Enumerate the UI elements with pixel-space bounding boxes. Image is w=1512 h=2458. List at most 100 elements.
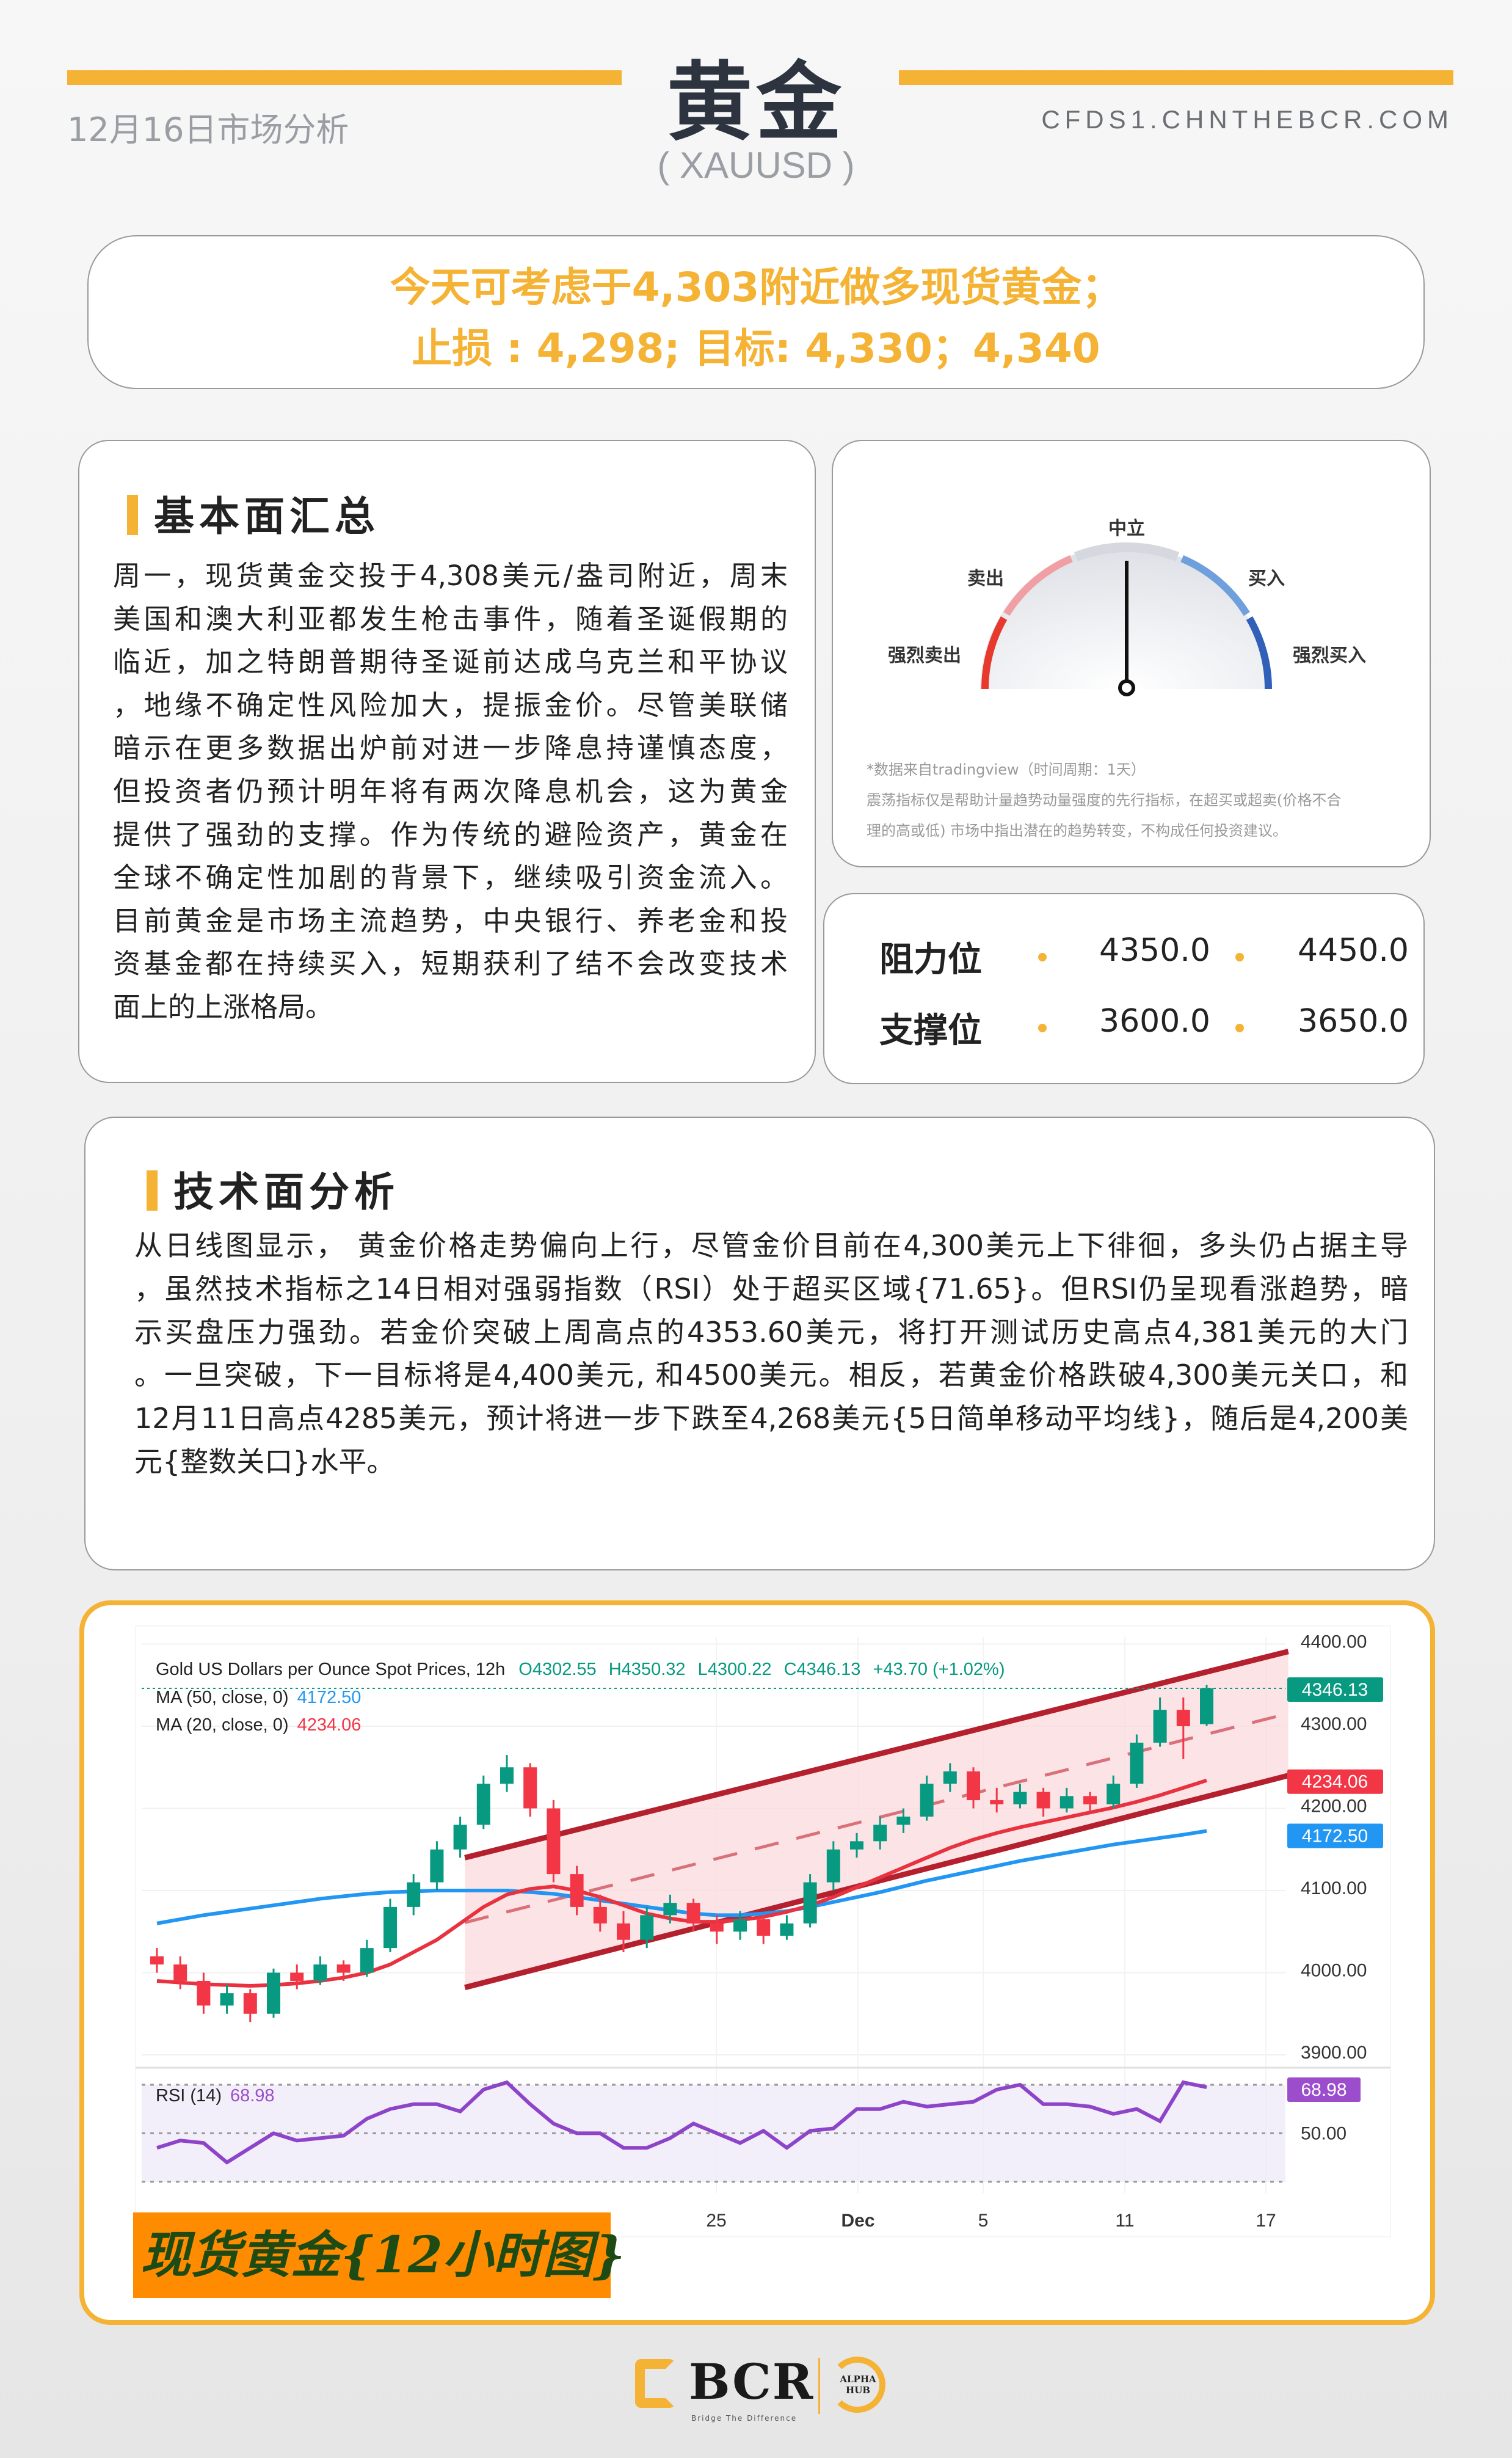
text-line: 美国和澳大利亚都发生枪击事件，随着圣诞假期的 — [113, 602, 788, 635]
candle-body — [826, 1849, 840, 1883]
candle-body — [617, 1923, 630, 1940]
candle-body — [873, 1825, 887, 1842]
ma20-price-tag: 4234.06 — [1302, 1772, 1368, 1792]
gauge-label-sell: 卖出 — [967, 568, 1004, 589]
text-line: 提供了强劲的支撑。作为传统的避险资产，黄金在 — [113, 818, 788, 851]
gauge-source-note: *数据来自tradingview（时间周期：1天） — [867, 761, 1146, 778]
rsi-label: RSI (14) — [156, 2086, 222, 2106]
header-bar-right — [899, 70, 1453, 85]
candle-body — [943, 1771, 957, 1784]
text-line: ，虽然技术指标之14日相对强弱指数（RSI）处于超买区域{71.65}。但RSI… — [134, 1272, 1408, 1305]
page-title: 黄金 — [666, 53, 845, 153]
gauge-face — [980, 545, 1267, 689]
candle-body — [990, 1800, 1004, 1804]
bcr-logo-tagline: Bridge The Difference — [691, 2414, 798, 2423]
candle-body — [430, 1849, 444, 1883]
gauge-arc-buy — [1180, 555, 1250, 616]
fundamentals-title: 基本面汇总 — [127, 484, 380, 542]
site-url[interactable]: CFDS1.CHNTHEBCR.COM — [1041, 105, 1453, 134]
candle-body — [686, 1903, 700, 1924]
bullet-dot — [1235, 1024, 1244, 1032]
ohlc-low: L4300.22 — [698, 1660, 772, 1679]
candle-body — [267, 1972, 280, 2014]
channel-mid-line — [464, 1712, 1289, 1924]
candle-body — [1130, 1742, 1144, 1784]
y-tick-label: 4300.00 — [1301, 1714, 1367, 1734]
gauge-arc-sell — [1003, 555, 1073, 616]
candle-body — [383, 1906, 397, 1949]
text-line: 周一，现货黄金交投于4,308美元/盎司附近，周末 — [113, 560, 788, 592]
symbol-label: ( XAUUSD ) — [657, 145, 855, 186]
candle-body — [967, 1771, 980, 1801]
fundamentals-title-text: 基本面汇总 — [154, 493, 380, 540]
text-line: 临近，加之特朗普期待圣诞前达成乌克兰和平协议 — [113, 646, 788, 679]
candle-body — [336, 1964, 351, 1973]
ohlc-high: H4350.32 — [609, 1660, 686, 1679]
text-line: 目前黄金是市场主流趋势，中央银行、养老金和投 — [113, 904, 788, 937]
levels-card: 阻力位 4350.0 4450.0 支撑位 3600.0 3650.0 — [823, 893, 1425, 1084]
ma20-value: 4234.06 — [297, 1715, 362, 1735]
text-line: 。一旦突破，下一目标将是4,400美元, 和4500美元。相反，若黄金价格跌破4… — [134, 1358, 1408, 1392]
candle-body — [593, 1906, 607, 1924]
gauge-label-buy: 买入 — [1248, 568, 1285, 589]
candle-body — [243, 1993, 257, 2014]
ma20-legend: MA (20, close, 0) 4234.06 — [156, 1715, 361, 1735]
candle-body — [476, 1784, 490, 1825]
candle-body — [290, 1972, 304, 1981]
gauge-label-strong-sell: 强烈卖出 — [888, 645, 961, 666]
candle-body — [896, 1816, 910, 1825]
ma50-line — [156, 1829, 1207, 1925]
support-value-2: 3650.0 — [1298, 1003, 1409, 1040]
rsi-tick-label: 50.00 — [1301, 2123, 1347, 2143]
gauge-pivot — [1118, 679, 1135, 696]
alpha-hub-text: ALPHA HUB — [840, 2374, 876, 2396]
candle-body — [1013, 1792, 1027, 1804]
strategy-line-2: 止损 : 4,298; 目标: 4,330；4,340 — [412, 325, 1100, 372]
candle-body — [757, 1919, 771, 1936]
technical-title: 技术面分析 — [147, 1159, 399, 1218]
candle-body — [1107, 1784, 1121, 1804]
rsi-legend-value: 68.98 — [230, 2086, 275, 2106]
channel-upper-line — [464, 1649, 1289, 1861]
candle-body — [150, 1956, 164, 1965]
text-line: ，地缘不确定性风险加大，提振金价。尽管美联储 — [113, 688, 788, 721]
channel-lower-line — [464, 1773, 1289, 1991]
text-line: 暗示在更多数据出炉前对进一步降息持谨慎态度， — [113, 732, 788, 765]
rsi-line — [156, 2080, 1207, 2165]
candle-body — [547, 1808, 561, 1875]
support-value-1: 3600.0 — [1099, 1003, 1210, 1040]
candle-body — [197, 1980, 211, 2006]
x-tick-label: 17 — [1256, 2211, 1276, 2231]
rsi-value-tag: 68.98 — [1301, 2080, 1347, 2100]
ma50-legend: MA (50, close, 0) 4172.50 — [156, 1688, 361, 1707]
last-price-tag-bg — [1287, 1677, 1383, 1702]
resistance-value-2: 4450.0 — [1298, 932, 1409, 969]
candle-body — [803, 1882, 817, 1924]
x-tick-label: 25 — [706, 2211, 726, 2231]
resistance-label: 阻力位 — [879, 940, 982, 980]
text-line: 资基金都在持续买入，短期获利了结不会改变技术 — [113, 947, 788, 980]
chart-legend: Gold US Dollars per Ounce Spot Prices, 1… — [156, 1660, 1005, 1679]
text-line: 从日线图显示， 黄金价格走势偏向上行，尽管金价目前在4,300美元上下徘徊，多头… — [134, 1229, 1408, 1262]
y-tick-label: 4100.00 — [1301, 1878, 1367, 1898]
chart-title: Gold US Dollars per Ounce Spot Prices, 1… — [156, 1660, 505, 1679]
gauge-label-neutral: 中立 — [1108, 518, 1145, 539]
candle-body — [663, 1903, 677, 1916]
candle-body — [570, 1874, 584, 1907]
strategy-box: 今天可考虑于4,303附近做多现货黄金； 止损 : 4,298; 目标: 4,3… — [87, 235, 1425, 389]
candle-body — [780, 1923, 794, 1936]
candle-body — [407, 1882, 421, 1907]
title-marker — [127, 495, 138, 535]
x-tick-label: 11 — [1115, 2211, 1134, 2231]
ma50-price-tag-bg — [1287, 1823, 1383, 1848]
rsi-value-tag-bg — [1287, 2077, 1361, 2102]
candle-body — [640, 1915, 654, 1940]
header-bar-left — [67, 70, 622, 85]
ma20-price-tag-bg — [1287, 1769, 1383, 1794]
text-line: 面上的上涨格局。 — [113, 991, 333, 1023]
candle-body — [173, 1964, 187, 1981]
candle-body — [710, 1923, 724, 1932]
fundamentals-card: 基本面汇总 周一，现货黄金交投于4,308美元/盎司附近，周末 美国和澳大利亚都发… — [78, 440, 816, 1083]
candle-body — [1059, 1796, 1074, 1809]
